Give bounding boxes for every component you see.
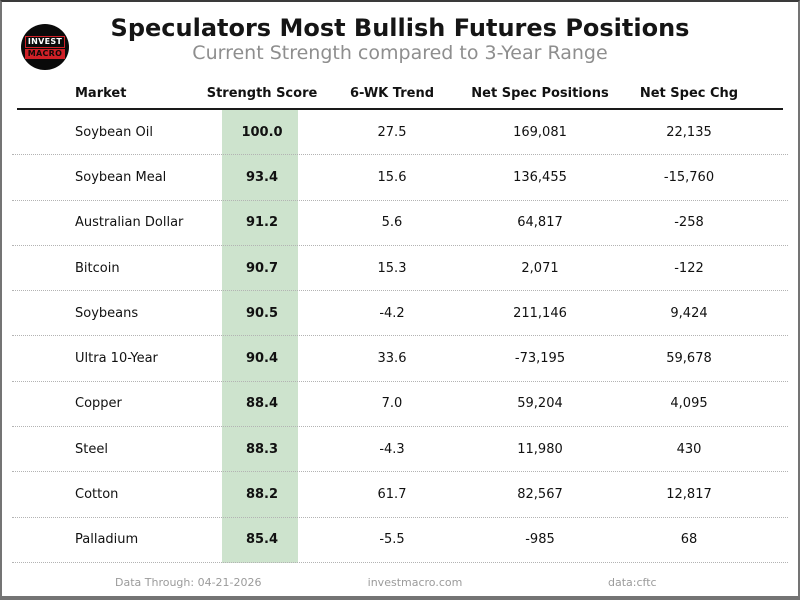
cell-strength-score: 90.4 xyxy=(245,351,279,367)
table-row: Cotton 88.2 61.7 82,567 12,817 xyxy=(12,472,788,518)
strength-score-highlight-band xyxy=(222,110,298,563)
table-row: Palladium 85.4 -5.5 -985 68 xyxy=(12,518,788,563)
logo-macro-text: MACRO xyxy=(24,48,66,59)
cell-net-spec-positions: 169,081 xyxy=(513,124,567,140)
header-divider xyxy=(17,108,783,110)
column-header-6wk-trend: 6-WK Trend xyxy=(349,85,435,101)
cell-market: Steel xyxy=(75,441,108,457)
cell-strength-score: 88.4 xyxy=(245,396,279,412)
cell-net-spec-chg: 430 xyxy=(676,441,702,457)
cell-net-spec-chg: 22,135 xyxy=(666,124,712,140)
cell-6wk-trend: 5.6 xyxy=(381,215,403,231)
investmacro-logo-icon: INVEST MACRO xyxy=(21,24,69,70)
cell-net-spec-chg: 59,678 xyxy=(666,351,712,367)
cell-6wk-trend: -4.2 xyxy=(379,305,405,321)
cell-net-spec-chg: -258 xyxy=(674,215,704,231)
table-row: Copper 88.4 7.0 59,204 4,095 xyxy=(12,382,788,428)
table-body: Soybean Oil 100.0 27.5 169,081 22,135 So… xyxy=(2,110,798,563)
cell-net-spec-positions: 211,146 xyxy=(513,305,567,321)
cell-strength-score: 85.4 xyxy=(245,532,279,548)
cell-market: Soybeans xyxy=(75,305,139,321)
column-header-strength-score: Strength Score xyxy=(206,85,318,101)
table-row: Bitcoin 90.7 15.3 2,071 -122 xyxy=(12,246,788,292)
cell-strength-score: 88.3 xyxy=(245,441,279,457)
cell-net-spec-chg: 4,095 xyxy=(670,396,708,412)
logo-invest-text: INVEST xyxy=(24,35,66,48)
table-row: Soybean Meal 93.4 15.6 136,455 -15,760 xyxy=(12,155,788,201)
cell-market: Copper xyxy=(75,396,122,412)
cell-market: Palladium xyxy=(75,532,139,548)
cell-net-spec-positions: 59,204 xyxy=(517,396,563,412)
cell-6wk-trend: 15.3 xyxy=(377,260,407,276)
column-header-net-spec-positions: Net Spec Positions xyxy=(471,85,609,101)
cell-strength-score: 91.2 xyxy=(245,215,279,231)
cell-6wk-trend: 15.6 xyxy=(377,169,407,185)
cell-6wk-trend: 61.7 xyxy=(377,487,407,503)
footer-website: investmacro.com xyxy=(367,575,463,589)
cell-market: Bitcoin xyxy=(75,260,120,276)
column-header-net-spec-chg: Net Spec Chg xyxy=(639,85,739,101)
cell-strength-score: 90.5 xyxy=(245,305,279,321)
cell-6wk-trend: -5.5 xyxy=(379,532,405,548)
cell-strength-score: 88.2 xyxy=(245,487,279,503)
cell-net-spec-positions: 136,455 xyxy=(513,169,567,185)
cell-net-spec-chg: 9,424 xyxy=(670,305,708,321)
cell-net-spec-positions: 82,567 xyxy=(517,487,563,503)
cell-6wk-trend: -4.3 xyxy=(379,441,405,457)
footer: Data Through: 04-21-2026 investmacro.com… xyxy=(2,576,798,591)
cell-net-spec-positions: -985 xyxy=(525,532,555,548)
cell-6wk-trend: 7.0 xyxy=(381,396,403,412)
cell-6wk-trend: 27.5 xyxy=(377,124,407,140)
cell-strength-score: 93.4 xyxy=(245,169,279,185)
cell-market: Soybean Meal xyxy=(75,169,167,185)
cell-net-spec-chg: 68 xyxy=(680,532,698,548)
column-header-market: Market xyxy=(75,85,127,101)
cell-strength-score: 90.7 xyxy=(245,260,279,276)
table-row: Australian Dollar 91.2 5.6 64,817 -258 xyxy=(12,201,788,246)
cell-market: Soybean Oil xyxy=(75,124,153,140)
cell-net-spec-positions: 64,817 xyxy=(517,215,563,231)
cell-net-spec-positions: 11,980 xyxy=(517,441,563,457)
cell-net-spec-positions: 2,071 xyxy=(521,260,559,276)
cell-net-spec-chg: -15,760 xyxy=(663,169,715,185)
table-row: Soybeans 90.5 -4.2 211,146 9,424 xyxy=(12,291,788,337)
table-row: Ultra 10-Year 90.4 33.6 -73,195 59,678 xyxy=(12,336,788,382)
cell-market: Australian Dollar xyxy=(75,215,184,231)
table-row: Soybean Oil 100.0 27.5 169,081 22,135 xyxy=(12,110,788,156)
cell-6wk-trend: 33.6 xyxy=(377,351,407,367)
footer-data-source: data:cftc xyxy=(608,575,657,589)
footer-data-through: Data Through: 04-21-2026 xyxy=(115,575,262,589)
cell-market: Cotton xyxy=(75,487,119,503)
cell-net-spec-chg: -122 xyxy=(674,260,704,276)
page-subtitle: Current Strength compared to 3-Year Rang… xyxy=(192,42,608,64)
table-header-row: Market Strength Score 6-WK Trend Net Spe… xyxy=(12,78,788,108)
cell-net-spec-chg: 12,817 xyxy=(666,487,712,503)
page-title: Speculators Most Bullish Futures Positio… xyxy=(110,14,690,42)
cell-market: Ultra 10-Year xyxy=(75,351,158,367)
cell-net-spec-positions: -73,195 xyxy=(514,351,566,367)
cell-strength-score: 100.0 xyxy=(241,124,283,140)
table-row: Steel 88.3 -4.3 11,980 430 xyxy=(12,427,788,473)
